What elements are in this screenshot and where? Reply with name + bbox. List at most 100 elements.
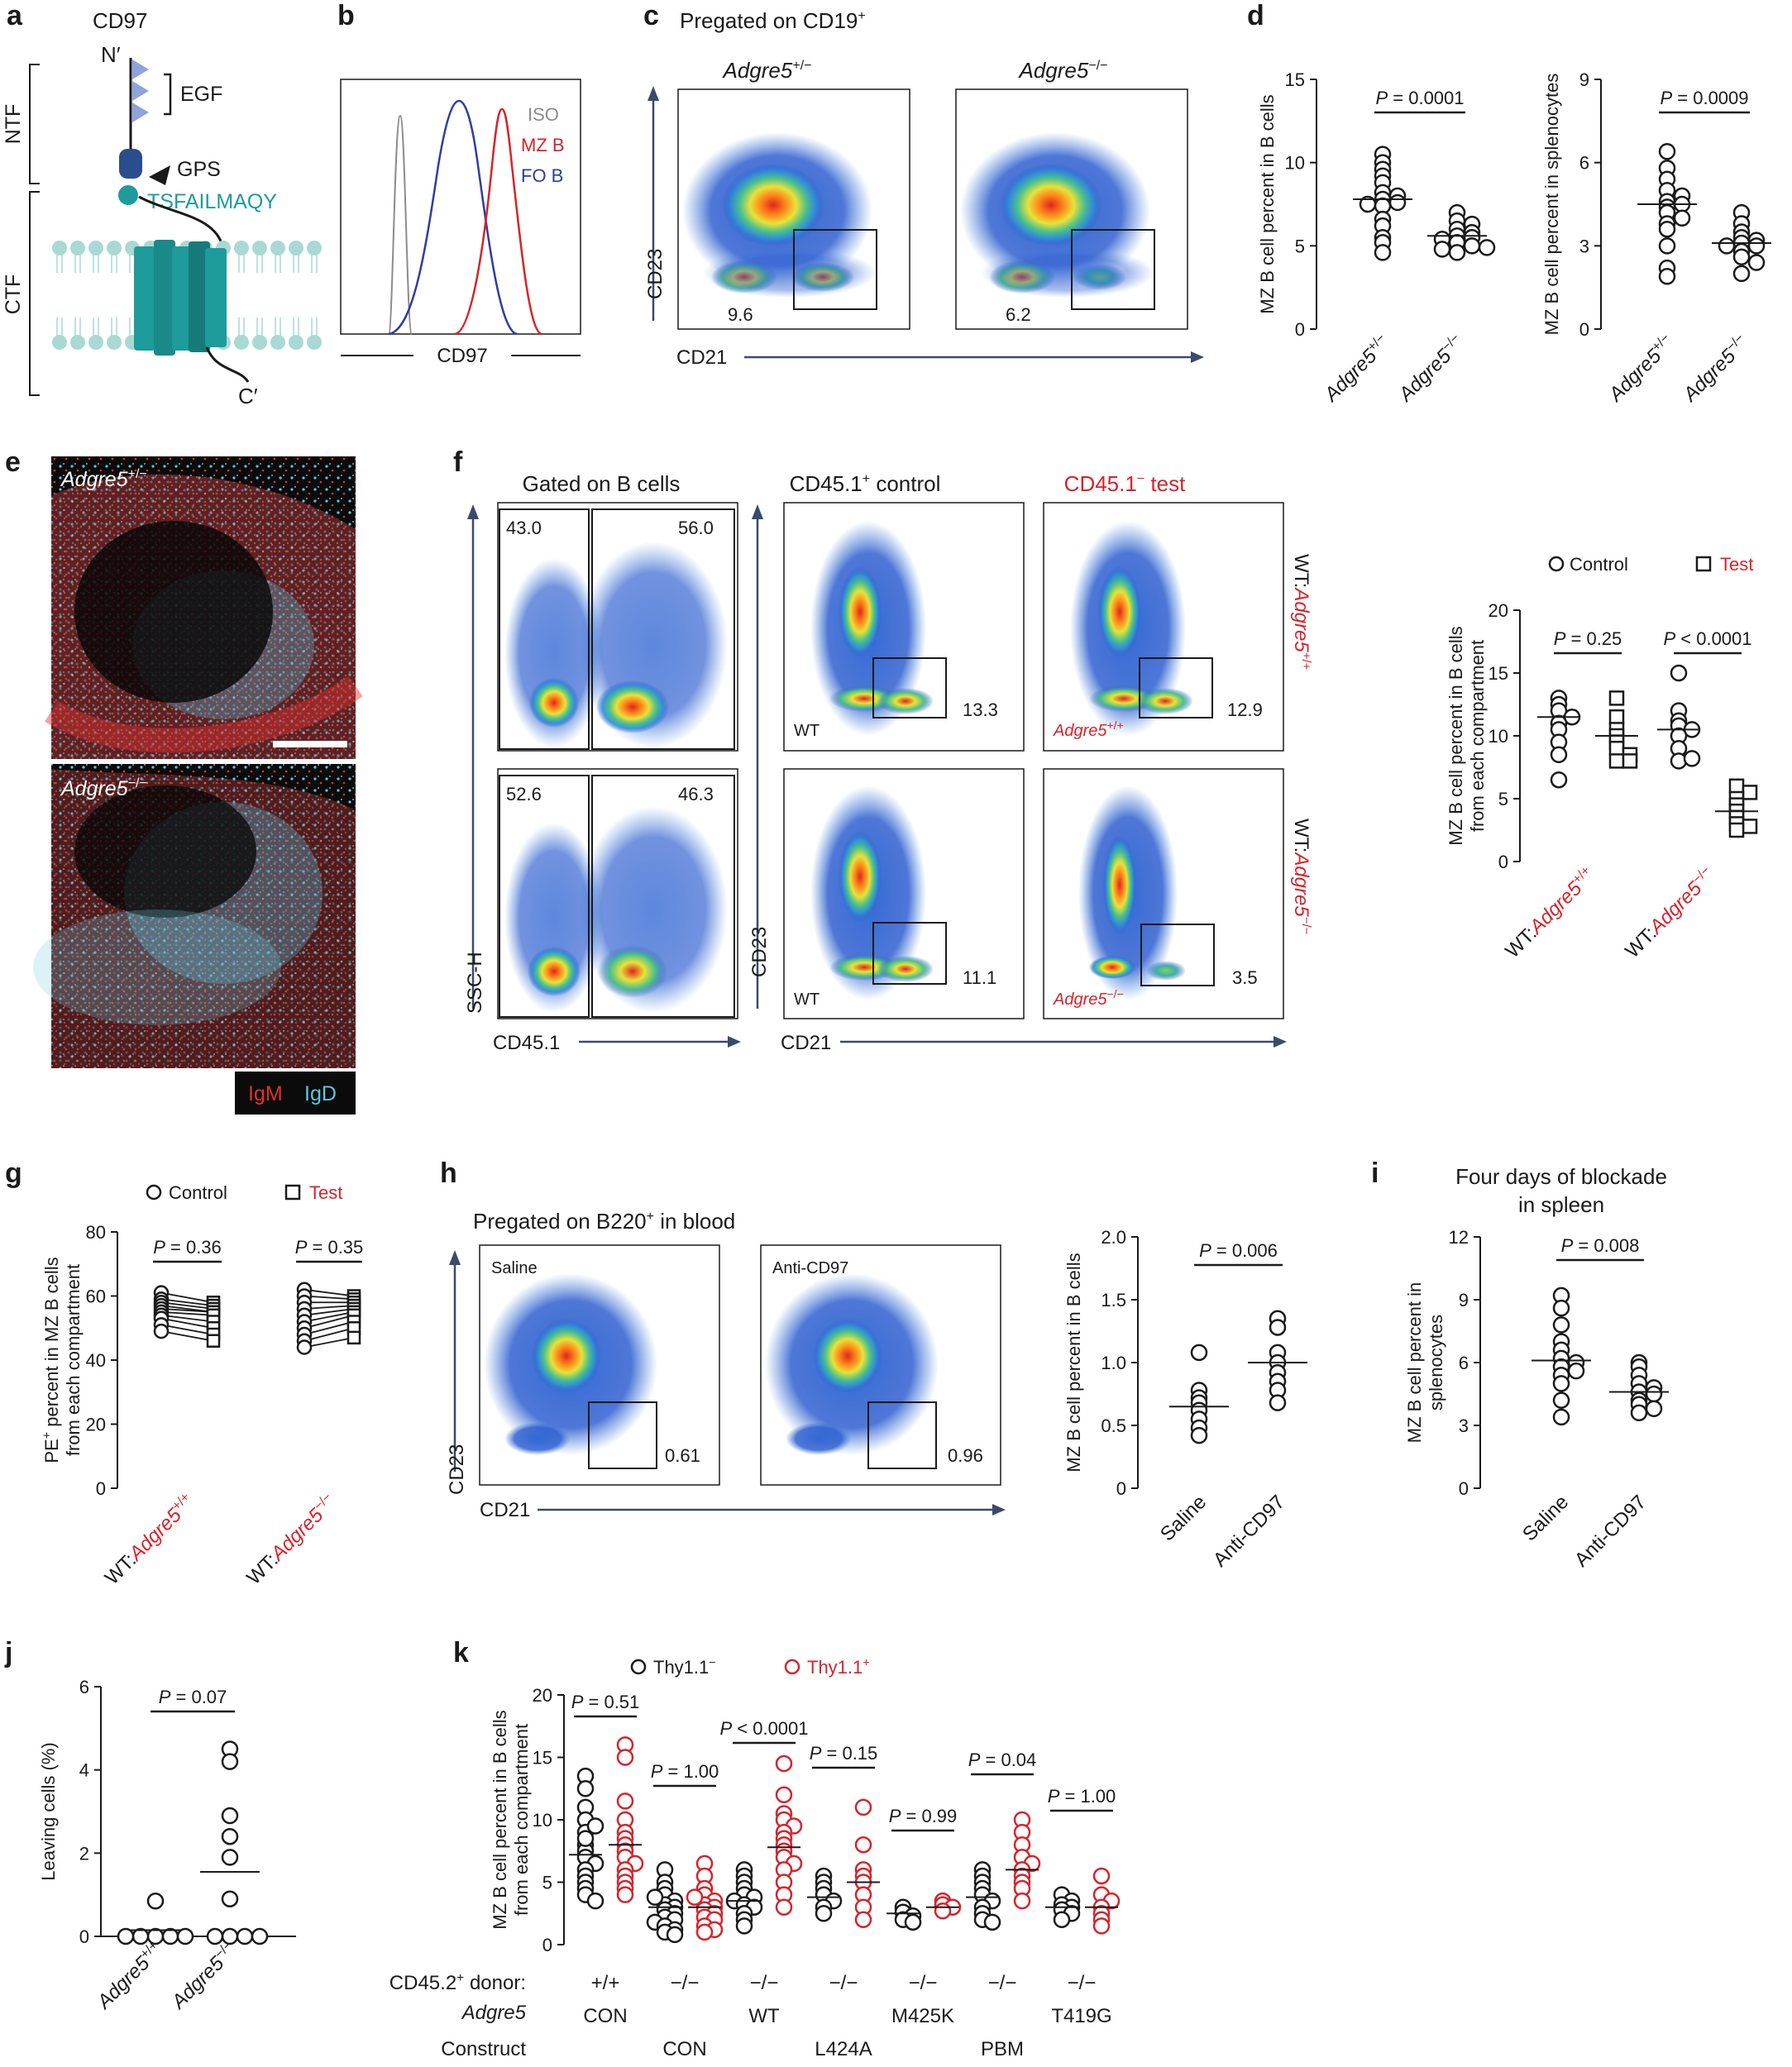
data-point <box>854 1835 872 1854</box>
y-tick-label: 12 <box>1449 1227 1469 1248</box>
header-control: CD45.1+ control <box>790 471 941 496</box>
data-point <box>1092 1917 1111 1935</box>
pair-line <box>160 1301 214 1310</box>
y-tick-label: 6 <box>1459 1353 1469 1373</box>
y-tick-label: 0 <box>1459 1478 1469 1499</box>
data-point <box>1658 267 1676 285</box>
tethered-peptide: TSFAILMAQY <box>147 190 277 213</box>
x-category-label: WT:Adgre5−/− <box>1620 863 1719 962</box>
p-value-label: P = 1.00 <box>1048 1786 1116 1807</box>
y-tick-label: 15 <box>1489 663 1508 684</box>
pair-line <box>303 1320 355 1335</box>
panel-b: b ISO MZ B FO B CD97 <box>337 0 581 367</box>
y-axis-label: splenocytes <box>1426 1315 1446 1411</box>
legend-fo-b: FO B <box>521 165 563 186</box>
construct-label: M425K <box>891 2005 954 2027</box>
ctf-label: CTF <box>2 274 25 315</box>
lipid-head <box>52 241 67 255</box>
lipid-head <box>107 241 122 255</box>
data-point <box>1092 1867 1111 1885</box>
y-axis-label: from each compartment <box>1467 640 1488 832</box>
panel-f: f Gated on B cells CD45.1+ control CD45.… <box>453 446 1758 1054</box>
data-point <box>153 1323 170 1339</box>
data-point <box>1658 237 1676 255</box>
y-tick-label: 6 <box>1579 153 1589 174</box>
data-point <box>1670 664 1688 682</box>
data-point <box>1742 819 1758 834</box>
flow-plot-anti-cd97: Anti-CD97 0.96 <box>760 1244 1001 1486</box>
data-point <box>1718 237 1736 255</box>
p-value-label: P = 0.07 <box>159 1687 227 1707</box>
data-point <box>854 1911 872 1929</box>
x-category-label: WT:Adgre5−/− <box>241 1490 341 1589</box>
construct-label: WT <box>748 2005 780 2027</box>
control-plot-row1: WT 13.3 <box>783 502 1025 752</box>
legend-test-label: Test <box>1720 554 1753 575</box>
donor-gene-label: Adgre5 <box>461 2002 527 2024</box>
panel-b-letter: b <box>337 0 355 31</box>
c-terminus-label: C′ <box>238 384 258 408</box>
mz-gate <box>1139 657 1213 718</box>
genotype-label: Adgre5−/− <box>60 776 147 800</box>
data-point <box>616 1886 634 1903</box>
data-point <box>1550 771 1568 789</box>
panel-i-letter: i <box>1371 1158 1379 1189</box>
y-tick-label: 0 <box>1116 1478 1126 1499</box>
gate-left <box>499 508 590 750</box>
data-point <box>616 1793 634 1810</box>
flow-plot-saline: Saline 0.61 <box>479 1244 720 1486</box>
micrograph-ko: Adgre5−/− <box>33 764 356 1068</box>
construct-label: CON <box>583 2005 627 2027</box>
data-point <box>1053 1911 1071 1929</box>
header-test: CD45.1− test <box>1064 471 1186 496</box>
panel-k: k 0 5 10 15 20 Thy1.1− Thy1.1+ P = 0.51 +/+ CON P … <box>389 1637 1121 2060</box>
y-tick-label: 9 <box>1459 1290 1469 1310</box>
data-point <box>1433 241 1451 258</box>
data-point <box>1269 1394 1287 1411</box>
chart-g-pe: 0 20 40 60 80 Control Test P = 0.36 WT:Adgre5+/+… <box>41 1182 364 1589</box>
data-point <box>146 1892 165 1910</box>
data-point <box>1567 1362 1585 1380</box>
test-plot-row1: Adgre5+/+ 12.9 <box>1043 502 1284 752</box>
x-arrowhead <box>728 1036 741 1048</box>
y-tick-label: 0 <box>1579 319 1589 340</box>
pair-line <box>303 1327 355 1342</box>
x-arrowhead <box>1274 1036 1287 1048</box>
y-tick-label: 10 <box>533 1810 552 1831</box>
gps-label: GPS <box>177 158 221 181</box>
data-point <box>206 1334 221 1348</box>
donor-genotype-label: −/− <box>909 1972 938 1994</box>
legend-pos-label: Thy1.1+ <box>807 1657 870 1678</box>
legend-igm: IgM <box>248 1082 283 1105</box>
y-axis-label-cd23: CD23 <box>748 927 771 977</box>
chart-d-b-cells: 0 5 10 15 P = 0.0001 MZ B cell percent in B c… <box>1257 69 1496 407</box>
y-tick-label: 20 <box>533 1685 552 1706</box>
data-point <box>1552 1299 1570 1317</box>
histogram-mz-b <box>454 107 542 336</box>
panel-e-letter: e <box>5 446 21 478</box>
lipid-head <box>270 241 285 255</box>
egf-bracket <box>164 73 172 116</box>
data-point <box>221 1849 239 1866</box>
donor-genotype-label: −/− <box>750 1972 779 1994</box>
y-axis-label: MZ B cell percent in B cells <box>1257 94 1278 313</box>
stain-legend-box <box>235 1072 356 1115</box>
data-point <box>346 1330 361 1345</box>
construct-row-label: Construct <box>441 2038 526 2060</box>
lipid-head <box>70 241 85 255</box>
panel-i: i Four days of blockade in spleen 0 3 6 9 12 P … <box>1371 1158 1669 1572</box>
gate-value: 46.3 <box>678 784 714 804</box>
p-value-label: P = 0.0009 <box>1660 88 1748 108</box>
x-category-label: WT:Adgre5+/+ <box>100 1490 199 1589</box>
data-point <box>646 1888 664 1906</box>
donor-genotype-label: +/+ <box>591 1972 620 1994</box>
y-tick-label: 1.0 <box>1101 1353 1126 1373</box>
y-axis-label: Leaving cells (%) <box>38 1742 59 1881</box>
legend-control-label: Control <box>169 1182 227 1203</box>
gate-value: 13.3 <box>963 699 998 720</box>
wt-label: WT <box>794 722 820 740</box>
x-axis-label-cd451: CD45.1 <box>493 1032 560 1054</box>
p-value-label: P = 1.00 <box>651 1761 719 1782</box>
p-value-label: P = 0.99 <box>889 1806 958 1826</box>
genotype-label-1: Adgre5+/− <box>722 58 812 83</box>
